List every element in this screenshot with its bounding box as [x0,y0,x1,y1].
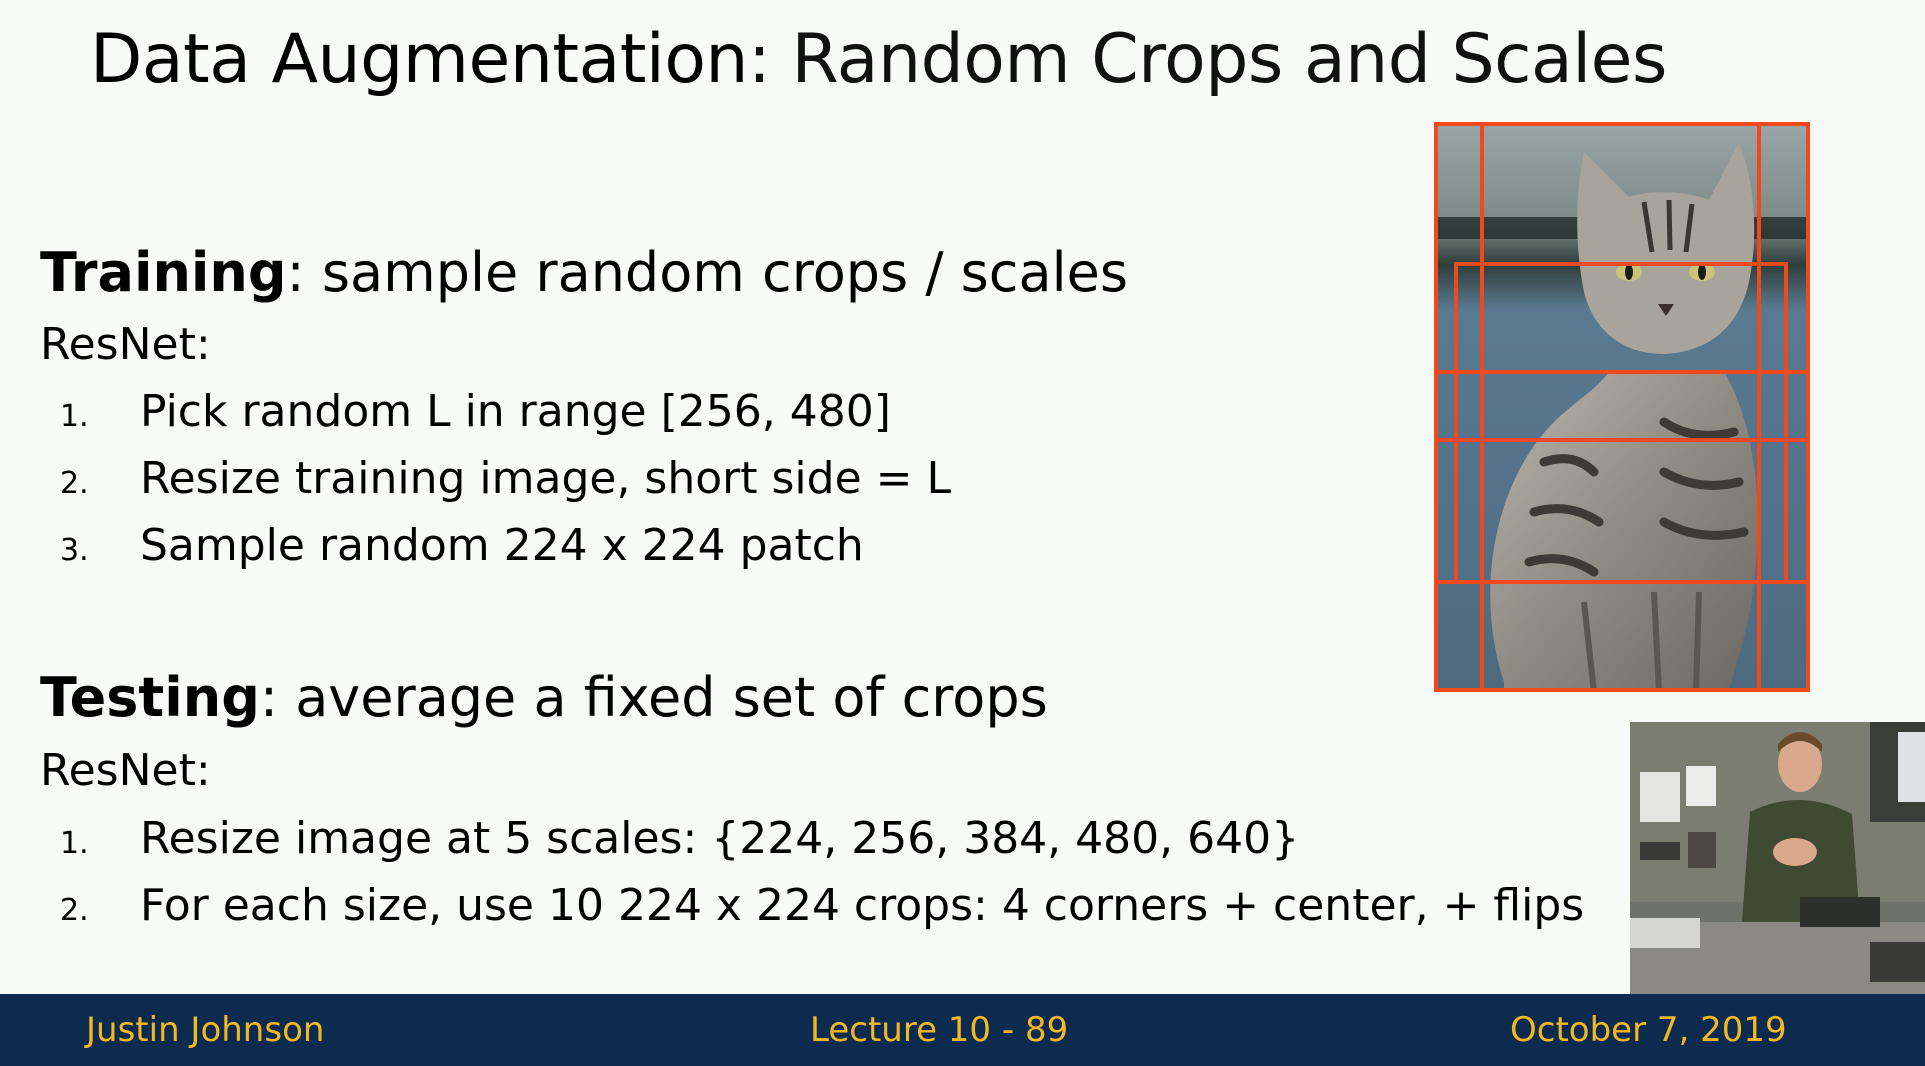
testing-heading: Testing: average a fixed set of crops [40,665,1048,731]
list-text: Sample random 224 x 224 patch [140,520,864,571]
webcam-video [1630,722,1925,994]
footer-bar: Justin Johnson Lecture 10 - 89 October 7… [0,994,1925,1066]
list-text: Resize image at 5 scales: {224, 256, 384… [140,813,1300,864]
list-number: 2. [60,893,89,928]
slide-title-bold: Data Augmentation [90,20,749,99]
footer-lecture: Lecture 10 - 89 [810,1010,1069,1050]
footer-date: October 7, 2019 [1510,1010,1787,1050]
list-number: 1. [60,826,89,861]
training-heading-rest: : sample random crops / scales [286,241,1128,304]
list-text: Pick random L in range [256, 480] [140,386,891,437]
testing-subheading: ResNet: [40,745,211,796]
slide-title-rest: : Random Crops and Scales [748,20,1667,99]
list-text: Resize training image, short side = L [140,453,951,504]
training-heading-bold: Training [40,241,287,304]
footer-author: Justin Johnson [86,1010,325,1050]
slide-title: Data Augmentation: Random Crops and Scal… [90,18,1667,102]
training-heading: Training: sample random crops / scales [40,240,1128,306]
list-number: 2. [60,466,89,501]
list-number: 3. [60,533,89,568]
list-number: 1. [60,399,89,434]
cat-image [1434,122,1810,692]
testing-heading-rest: : average a fixed set of crops [259,666,1048,729]
testing-heading-bold: Testing [40,666,260,729]
list-text: For each size, use 10 224 x 224 crops: 4… [140,880,1585,931]
cat-image-drawing [1434,122,1810,692]
webcam-drawing [1630,722,1925,994]
training-subheading: ResNet: [40,319,211,370]
